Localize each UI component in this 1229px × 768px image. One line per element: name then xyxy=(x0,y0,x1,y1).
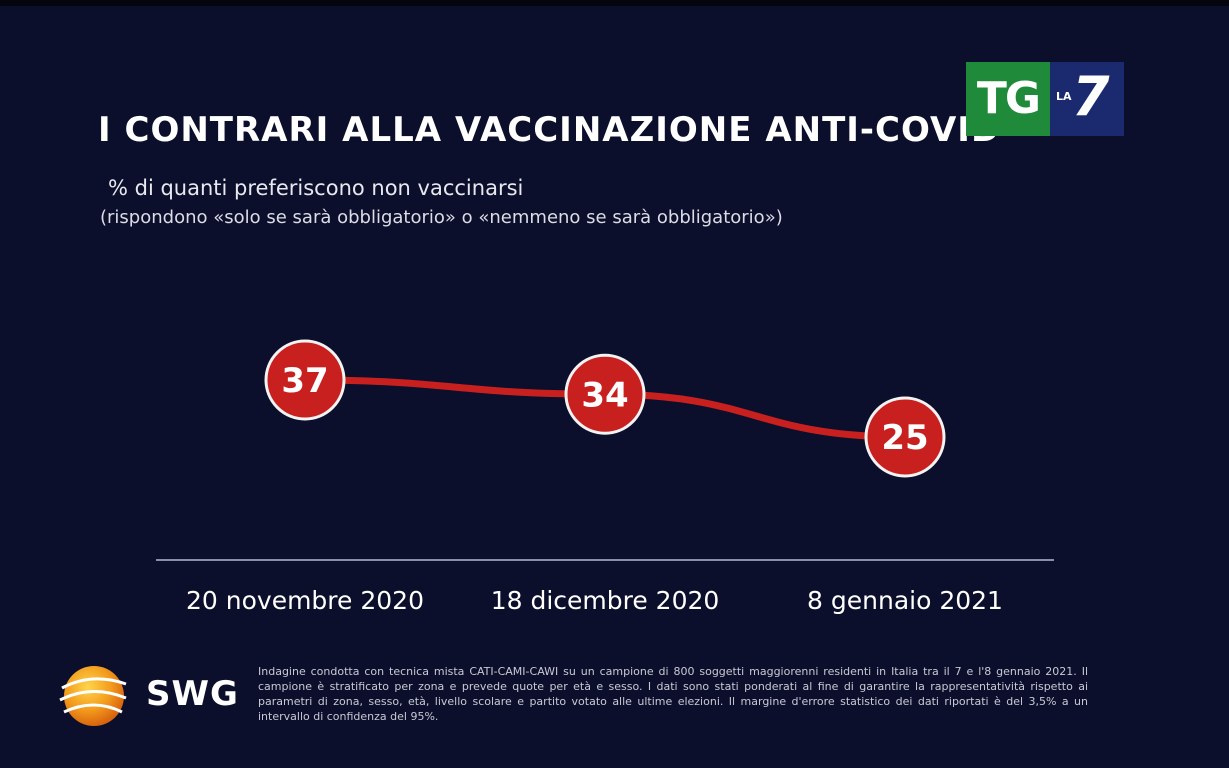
data-point-1 xyxy=(264,339,346,421)
la-logo-text: LA xyxy=(1056,90,1072,103)
data-point-3 xyxy=(864,396,946,478)
methodology-footnote: Indagine condotta con tecnica mista CATI… xyxy=(258,665,1088,723)
x-tick-label-2: 18 dicembre 2020 xyxy=(491,586,720,615)
swg-brand-name: SWG xyxy=(146,674,239,714)
swg-sun-icon xyxy=(59,666,127,726)
tg-la7-logo: TG LA 7 xyxy=(966,62,1124,136)
data-label-2: 34 xyxy=(581,375,628,415)
data-label-1: 37 xyxy=(281,361,328,401)
x-tick-label-1: 20 novembre 2020 xyxy=(186,586,424,615)
chart-title: I CONTRARI ALLA VACCINAZIONE ANTI-COVID xyxy=(98,110,1001,150)
la7-logo: LA 7 xyxy=(1050,62,1124,136)
chart-subnote: (rispondono «solo se sarà obbligatorio» … xyxy=(100,207,783,228)
x-tick-label-3: 8 gennaio 2021 xyxy=(807,586,1003,615)
data-point-2 xyxy=(564,353,646,435)
tg-logo-text: TG xyxy=(966,62,1050,136)
chart-subtitle: % di quanti preferiscono non vaccinarsi xyxy=(108,176,524,200)
swg-logo: SWG xyxy=(52,652,242,736)
seven-logo-text: 7 xyxy=(1072,65,1110,128)
data-label-3: 25 xyxy=(881,418,928,458)
